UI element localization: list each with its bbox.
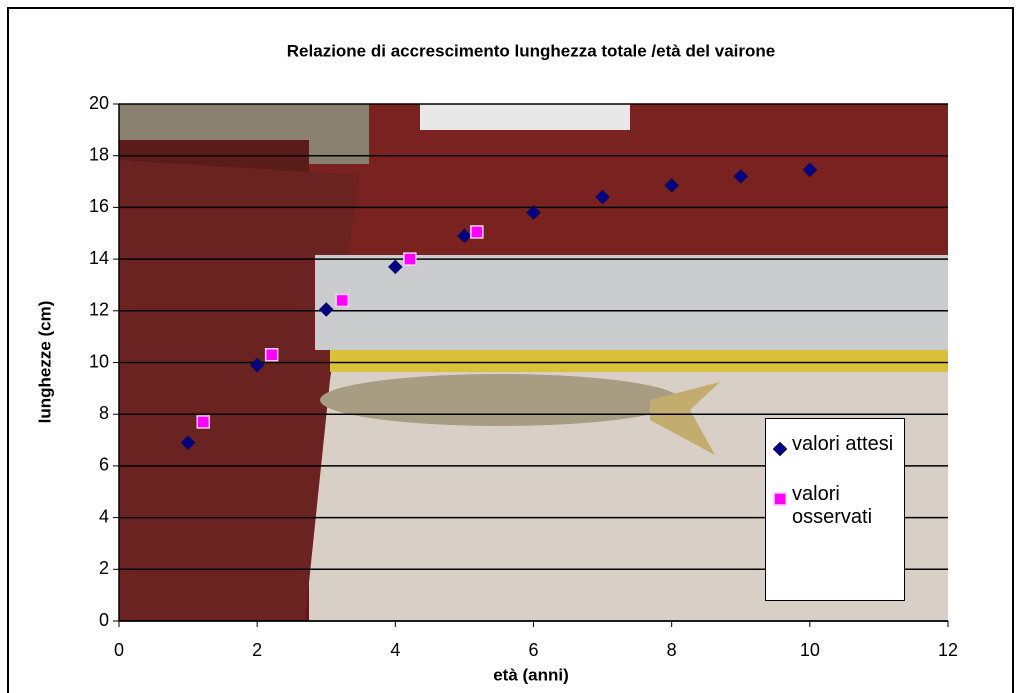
y-tick-label: 18 <box>89 144 109 164</box>
point <box>387 259 403 275</box>
y-tick-label: 10 <box>89 351 109 371</box>
point <box>772 441 788 457</box>
legend: valori attesi valori osservati <box>765 418 905 601</box>
point <box>802 162 818 178</box>
y-tick-label: 0 <box>99 610 109 630</box>
legend-label: valori osservati <box>792 483 873 528</box>
point <box>249 357 265 373</box>
y-tick-label: 16 <box>89 196 109 216</box>
legend-marker <box>772 441 788 457</box>
point <box>180 435 196 450</box>
point <box>470 225 484 239</box>
point <box>595 189 610 205</box>
x-tick-label: 0 <box>114 640 124 660</box>
x-tick-label: 2 <box>252 640 262 660</box>
y-tick-label: 12 <box>89 300 109 320</box>
y-tick-label: 20 <box>89 93 109 113</box>
point <box>526 205 541 220</box>
legend-item: valori osservati <box>772 483 900 529</box>
point <box>773 492 787 506</box>
point <box>733 169 749 184</box>
point <box>196 415 211 429</box>
legend-marker <box>773 492 787 506</box>
y-tick-label: 4 <box>99 506 109 526</box>
x-tick-label: 10 <box>800 640 820 660</box>
point <box>664 178 680 193</box>
y-tick-label: 6 <box>99 455 109 475</box>
point <box>457 228 472 244</box>
x-axis-title: età (anni) <box>493 665 569 684</box>
legend-label: valori attesi <box>792 433 894 455</box>
point <box>318 302 334 317</box>
legend-item: valori attesi <box>772 433 900 457</box>
y-tick-label: 2 <box>99 558 109 578</box>
x-tick-label: 12 <box>938 640 958 660</box>
y-axis-title: lunghezze (cm) <box>35 301 54 424</box>
x-tick-label: 6 <box>528 640 538 660</box>
x-tick-label: 8 <box>667 640 677 660</box>
y-tick-label: 14 <box>89 248 109 268</box>
y-tick-label: 8 <box>99 403 109 423</box>
x-tick-label: 4 <box>390 640 400 660</box>
point <box>335 293 349 308</box>
chart-title: Relazione di accrescimento lunghezza tot… <box>287 41 775 60</box>
point <box>403 252 417 266</box>
point <box>264 347 279 362</box>
